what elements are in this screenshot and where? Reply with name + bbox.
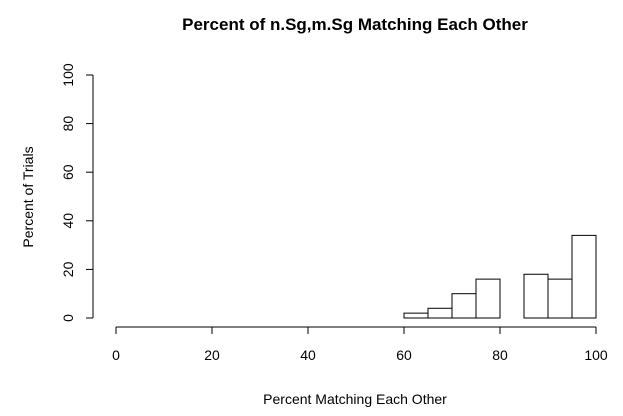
y-tick-label: 80 (60, 116, 76, 132)
x-axis: 0 20 40 60 80 100 (112, 326, 608, 363)
y-axis-label: Percent of Trials (20, 146, 36, 247)
histogram-bar (427, 307, 453, 319)
histogram-bar (523, 273, 549, 319)
y-tick-label: 20 (60, 261, 76, 277)
y-tick-label: 60 (60, 164, 76, 180)
y-tick-label: 100 (60, 63, 76, 87)
histogram-bar (571, 234, 597, 319)
histogram-bar (475, 278, 501, 319)
y-tick-label: 40 (60, 213, 76, 229)
chart-title: Percent of n.Sg,m.Sg Matching Each Other (182, 15, 528, 34)
x-tick-label: 20 (204, 347, 220, 363)
histogram-bars (403, 234, 597, 319)
histogram-bar (547, 278, 573, 319)
x-tick-label: 100 (584, 347, 608, 363)
x-axis-label: Percent Matching Each Other (263, 391, 447, 407)
x-tick-label: 80 (492, 347, 508, 363)
histogram-bar (403, 312, 429, 319)
y-tick-label: 0 (60, 314, 76, 322)
y-axis: 0 20 40 60 80 100 (60, 63, 94, 322)
x-tick-label: 60 (396, 347, 412, 363)
x-tick-label: 0 (112, 347, 120, 363)
histogram-bar (451, 293, 477, 319)
x-tick-label: 40 (300, 347, 316, 363)
